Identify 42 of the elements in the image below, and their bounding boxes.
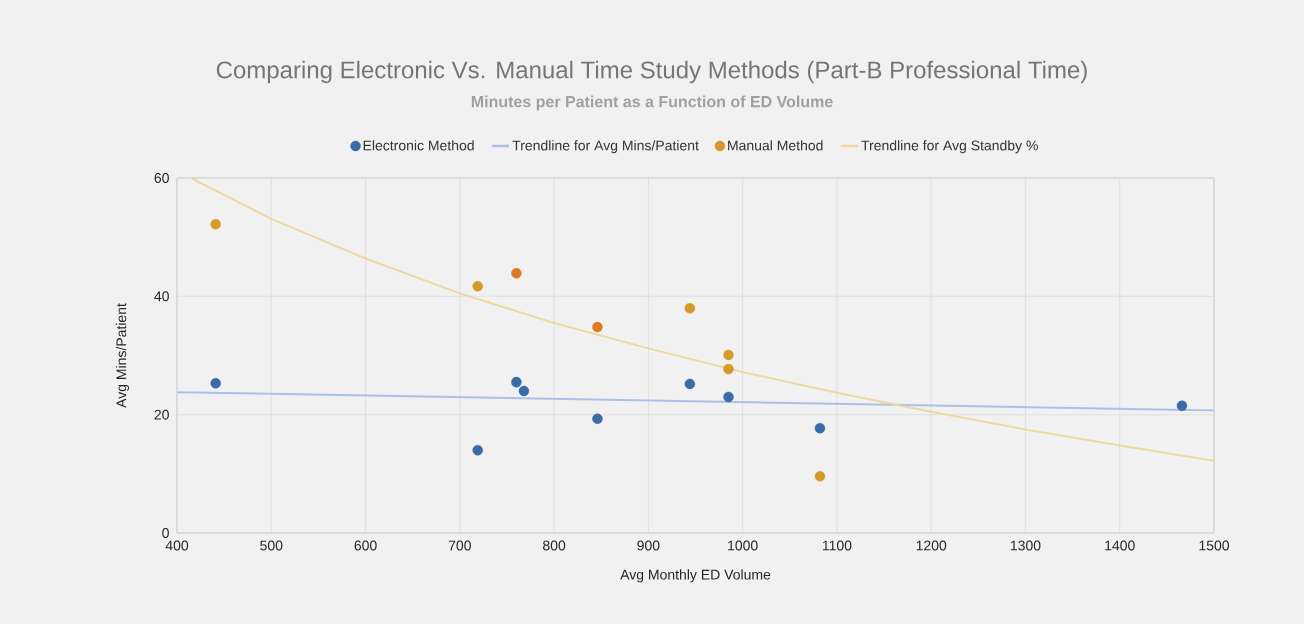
point xyxy=(723,363,734,375)
point xyxy=(592,413,603,425)
legend-label: Trendline for Avg Mins/Patient xyxy=(512,140,699,154)
y-tick-label: 0 xyxy=(162,528,169,538)
chart-title: Comparing Electronic Vs. Manual Time Study Methods (Part-B Professional Time) xyxy=(216,60,1087,84)
x-tick-label: 900 xyxy=(637,540,660,551)
legend-label: Trendline for Avg Standby % xyxy=(861,140,1038,154)
point xyxy=(511,268,522,279)
x-tick-label: 1300 xyxy=(1010,540,1041,551)
chart-subtitle: Minutes per Patient as a Function of ED Volume xyxy=(471,95,833,111)
x-tick-label: 1500 xyxy=(1199,540,1230,551)
point xyxy=(511,376,522,388)
x-tick-label: 1100 xyxy=(822,540,852,551)
point xyxy=(518,385,530,397)
point xyxy=(684,378,696,390)
legend-label: Electronic Method xyxy=(363,140,474,151)
point xyxy=(1176,400,1188,411)
point xyxy=(210,218,221,230)
y-axis-title: Avg Mins/Patient xyxy=(115,303,130,408)
point xyxy=(723,391,734,403)
point xyxy=(684,302,696,314)
line-series xyxy=(190,178,1214,462)
y-tick-label: 20 xyxy=(154,409,169,420)
x-tick-label: 700 xyxy=(448,540,471,551)
point xyxy=(472,444,483,456)
x-tick-label: 400 xyxy=(165,540,189,551)
point xyxy=(723,349,734,361)
x-tick-label: 800 xyxy=(543,540,566,551)
x-tick-label: 600 xyxy=(354,540,377,551)
point xyxy=(814,423,826,434)
legend-label: Manual Method xyxy=(728,140,823,151)
point xyxy=(210,378,221,389)
point xyxy=(472,281,483,292)
x-tick-label: 1400 xyxy=(1105,540,1135,551)
x-tick-label: 1200 xyxy=(916,540,947,551)
x-axis-title: Avg Monthly ED Volume xyxy=(620,569,771,583)
point xyxy=(592,321,603,333)
y-tick-label: 60 xyxy=(154,173,169,183)
x-tick-label: 1000 xyxy=(728,540,758,551)
point xyxy=(814,471,826,482)
x-tick-label: 500 xyxy=(260,540,283,551)
y-tick-label: 40 xyxy=(154,291,169,302)
